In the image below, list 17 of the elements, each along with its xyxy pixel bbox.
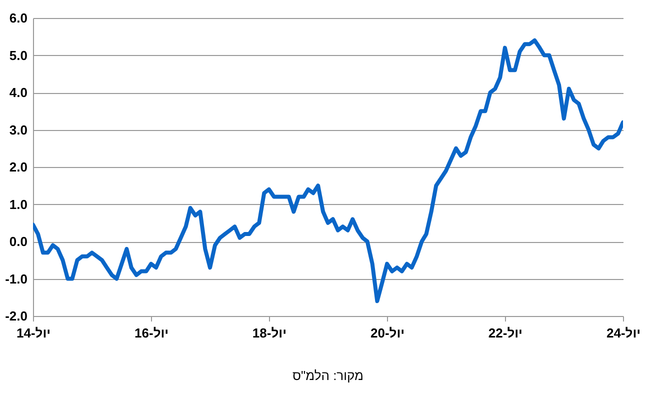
y-tick-label: 3.0 (9, 122, 28, 138)
x-tick-label: יול-22 (488, 326, 522, 340)
y-tick-label: -1.0 (5, 271, 28, 286)
x-tick-label: יול-20 (370, 326, 405, 340)
text: מקור: הלמ"ס (292, 368, 364, 383)
y-tick-label: 1.0 (9, 196, 28, 212)
x-tick-label: יול-24 (606, 326, 641, 340)
x-tick-label: יול-14 (16, 326, 51, 340)
x-tick-label: יול-18 (252, 326, 287, 340)
y-tick-label: 2.0 (9, 160, 28, 174)
y-tick-label: 5.0 (9, 48, 28, 63)
y-tick-label: 0.0 (9, 234, 28, 249)
y-tick-label: 6.0 (9, 10, 28, 26)
x-tick-label: יול-16 (134, 326, 169, 340)
y-tick-label: 4.0 (9, 85, 28, 100)
line-series (33, 38, 623, 304)
y-tick-label: -2.0 (5, 308, 28, 324)
